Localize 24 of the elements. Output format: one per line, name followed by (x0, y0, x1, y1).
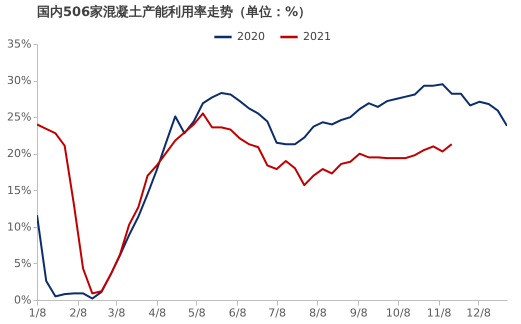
y-tick-label: 20% (7, 147, 32, 160)
x-tick-label: 6/8 (228, 306, 246, 320)
x-tick-label: 9/8 (350, 306, 368, 320)
x-tick-label: 3/8 (108, 306, 126, 320)
line-series (37, 112, 453, 294)
x-tick-label: 10/8 (386, 306, 411, 320)
y-tick-label: 35% (7, 38, 32, 50)
x-tick-label: 12/8 (466, 306, 491, 320)
x-tick-label: 1/8 (28, 306, 46, 320)
x-tick-label: 4/8 (148, 306, 166, 320)
y-tick-label: 0% (14, 294, 32, 306)
x-tick-label: 5/8 (188, 306, 206, 320)
x-tick-label: 8/8 (309, 306, 327, 320)
y-tick-label: 25% (7, 110, 32, 124)
legend-label: 2020 (237, 30, 265, 43)
y-tick-label: 30% (7, 74, 32, 88)
y-tick-label: 15% (7, 184, 32, 197)
x-tick-label: 2/8 (69, 306, 88, 320)
y-tick-label: 5% (14, 256, 32, 270)
chart-title: 国内506家混凝土产能利用率走势（单位：%） (37, 4, 312, 20)
x-tick-label: 7/8 (268, 306, 286, 320)
x-tick-label: 11/8 (426, 306, 452, 320)
legend-label: 2021 (303, 30, 331, 43)
y-tick-label: 10% (7, 220, 32, 234)
